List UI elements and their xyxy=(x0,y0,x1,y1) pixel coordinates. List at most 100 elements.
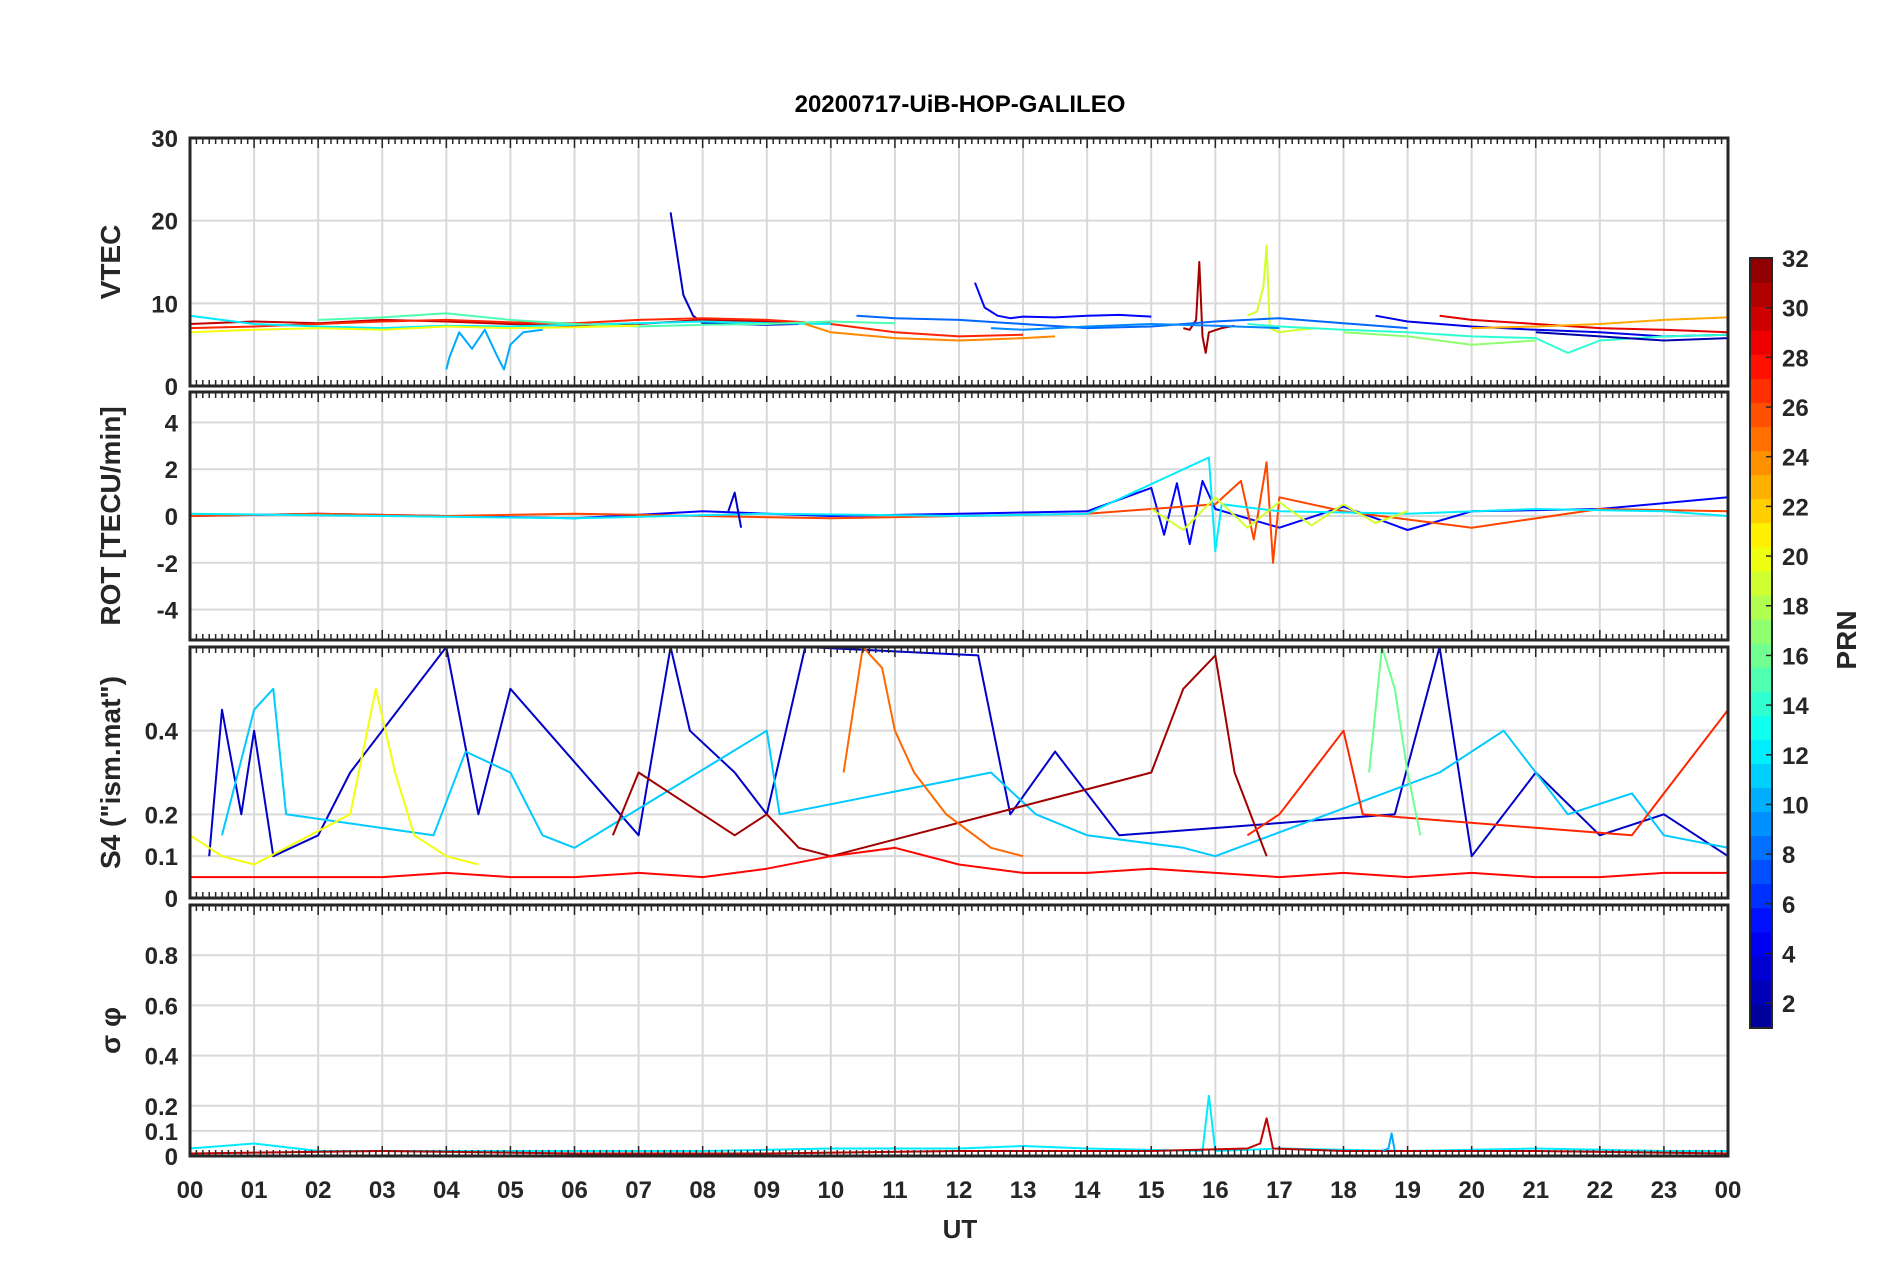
axes-frame xyxy=(188,136,1730,388)
colorbar-tick-label: 14 xyxy=(1782,693,1809,720)
colorbar-segment xyxy=(1750,570,1772,596)
series-line-prn-3 xyxy=(208,647,1728,858)
y-tick-label: -4 xyxy=(157,598,179,625)
y-tick-label: -2 xyxy=(157,551,178,578)
y-tick-label: 0.1 xyxy=(145,1119,178,1146)
y-tick-label: 4 xyxy=(165,410,179,437)
panel-sigma_phi: 00.10.2 0.4 0.6 0.8 σ φ xyxy=(95,903,1730,1171)
colorbar-segment xyxy=(1750,859,1772,885)
colorbar-tick-label: 4 xyxy=(1782,941,1796,968)
y-tick-label: 0.2 xyxy=(145,1094,178,1121)
series-line-prn-20 xyxy=(190,687,479,866)
series-line-prn-19 xyxy=(1247,244,1318,334)
series-line-prn-27 xyxy=(1246,709,1728,837)
panel-vtec: 0 10 20 30 VTEC xyxy=(95,126,1730,401)
colorbar-segment xyxy=(1750,546,1772,572)
x-tick-label: 03 xyxy=(369,1177,396,1204)
colorbar-tick-label: 24 xyxy=(1782,445,1809,472)
series-line-prn-31 xyxy=(1183,261,1235,354)
y-tick-label: 0.2 xyxy=(145,802,178,829)
series-line-prn-11 xyxy=(221,687,1728,858)
colorbar-segment xyxy=(1750,258,1772,283)
panel-s4: 0 0.1 0.2 0.4 S4 ("ism.mat") xyxy=(95,645,1730,913)
series-line-prn-25 xyxy=(842,647,1024,858)
x-tick-label: 06 xyxy=(561,1177,588,1204)
colorbar-segment xyxy=(1750,979,1772,1005)
y-tick-label: 30 xyxy=(151,126,178,153)
y-tick-label: 0.4 xyxy=(145,719,179,746)
x-tick-label: 05 xyxy=(497,1177,524,1204)
colorbar-tick-label: 6 xyxy=(1782,892,1795,919)
colorbar-segment xyxy=(1750,498,1772,524)
y-tick-label: 0 xyxy=(165,886,178,913)
x-tick-label: 02 xyxy=(305,1177,332,1204)
colorbar-segment xyxy=(1750,450,1772,476)
series-line-prn-12 xyxy=(190,456,1728,553)
colorbar-tick-label: 26 xyxy=(1782,395,1809,422)
x-tick-label: 12 xyxy=(946,1177,973,1204)
series-line-prn-28 xyxy=(190,846,1728,879)
x-tick-label: 11 xyxy=(882,1177,907,1204)
colorbar-segment xyxy=(1750,1003,1772,1029)
colorbar-tick-label: 20 xyxy=(1782,544,1809,571)
series-group xyxy=(190,647,1728,879)
colorbar-tick-label: 32 xyxy=(1782,246,1809,273)
x-tick-label: 04 xyxy=(433,1177,460,1204)
y-tick-label: 0 xyxy=(165,1144,178,1171)
x-axis-label: UT xyxy=(943,1214,978,1244)
y-axis-label-rot: ROT [TECU/min] xyxy=(95,406,126,625)
x-tick-label: 20 xyxy=(1458,1177,1485,1204)
y-tick-label: 0.1 xyxy=(145,844,178,871)
series-line-prn-9 xyxy=(990,323,1280,331)
x-tick-label: 23 xyxy=(1651,1177,1678,1204)
colorbar-segment xyxy=(1750,426,1772,452)
series-line-prn-3 xyxy=(669,212,799,326)
colorbar-segment xyxy=(1750,883,1772,909)
colorbar-segment xyxy=(1750,955,1772,981)
colorbar-segment xyxy=(1750,763,1772,788)
x-tick-label: 15 xyxy=(1138,1177,1165,1204)
series-group xyxy=(190,456,1728,564)
colorbar-segment xyxy=(1750,667,1772,692)
y-tick-label: 0.6 xyxy=(145,993,178,1020)
colorbar-segment xyxy=(1750,282,1772,307)
colorbar-segment xyxy=(1750,330,1772,355)
series-line-prn-26 xyxy=(190,461,1728,564)
axes-frame xyxy=(188,903,1730,1158)
y-tick-label: 2 xyxy=(165,457,178,484)
colorbar-frame xyxy=(1749,257,1773,1029)
series-line-prn-12 xyxy=(190,314,831,330)
colorbar-segment xyxy=(1750,354,1772,379)
x-tick-label: 09 xyxy=(753,1177,780,1204)
colorbar-segment xyxy=(1750,835,1772,861)
y-tick-label: 0.4 xyxy=(145,1044,179,1071)
series-line-prn-31 xyxy=(611,654,1268,858)
series-line-prn-2 xyxy=(1535,331,1728,342)
x-tick-labels: 00 01 02 03 04 05 06 07 08 09 10 11 12 13 14 15 16 17 18 19… xyxy=(177,1177,1742,1204)
colorbar-label: PRN xyxy=(1831,610,1862,669)
y-tick-label: 10 xyxy=(151,291,178,318)
colorbar-tick-label: 28 xyxy=(1782,345,1809,372)
colorbar-segment xyxy=(1750,594,1772,620)
x-tick-label: 18 xyxy=(1330,1177,1357,1204)
series-line-prn-27 xyxy=(190,317,1024,338)
x-tick-label: 13 xyxy=(1010,1177,1037,1204)
series-line-prn-3 xyxy=(727,491,743,528)
colorbar-tick-label: 22 xyxy=(1782,494,1809,521)
y-axis-label-s4: S4 ("ism.mat") xyxy=(95,676,126,869)
series-line-prn-8 xyxy=(856,314,1408,330)
y-axis-label-vtec: VTEC xyxy=(95,225,126,300)
x-tick-label: 19 xyxy=(1394,1177,1421,1204)
series-line-prn-15 xyxy=(318,312,895,328)
x-tick-label: 08 xyxy=(689,1177,716,1204)
y-tick-label: 0 xyxy=(165,504,178,531)
colorbar-segment xyxy=(1750,643,1772,668)
x-tick-label: 21 xyxy=(1522,1177,1549,1204)
colorbar-tick-label: 10 xyxy=(1782,792,1809,819)
colorbar-tick-label: 30 xyxy=(1782,296,1809,323)
axes-frame xyxy=(188,390,1730,642)
y-tick-label: 0 xyxy=(165,374,178,401)
colorbar-segment xyxy=(1750,691,1772,716)
series-line-prn-19 xyxy=(1150,496,1408,531)
